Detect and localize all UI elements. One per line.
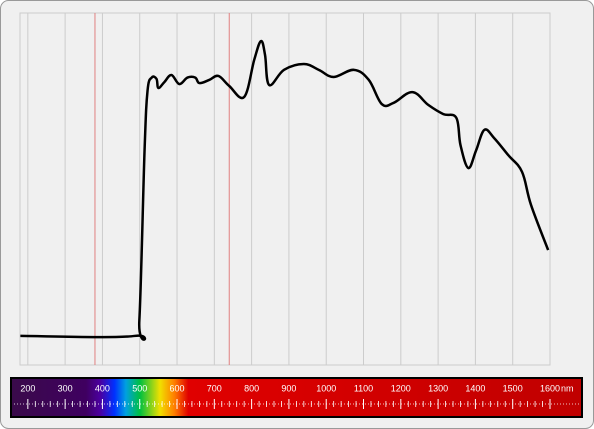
x-tick-label: 700	[207, 383, 222, 393]
x-tick-label: 800	[244, 383, 259, 393]
x-tick-label: 1600	[540, 383, 560, 393]
x-tick-label: 1400	[465, 383, 485, 393]
transmission-line	[20, 39, 550, 341]
x-tick-label: 400	[95, 383, 110, 393]
x-tick-label: 300	[58, 383, 73, 393]
x-tick-label: 1100	[354, 383, 373, 393]
x-tick-label: 1300	[428, 383, 448, 393]
x-tick-label: 1500	[503, 383, 523, 393]
x-tick-label: 500	[132, 383, 147, 393]
x-tick-label: 1200	[391, 383, 411, 393]
spectrum-bar	[12, 379, 581, 416]
x-tick-label: 900	[281, 383, 296, 393]
x-tick-label: 1000	[316, 383, 336, 393]
x-tick-label: 200	[20, 383, 35, 393]
x-unit: nm	[561, 383, 574, 393]
plot-area	[19, 12, 551, 366]
x-tick-label: 600	[170, 383, 185, 393]
